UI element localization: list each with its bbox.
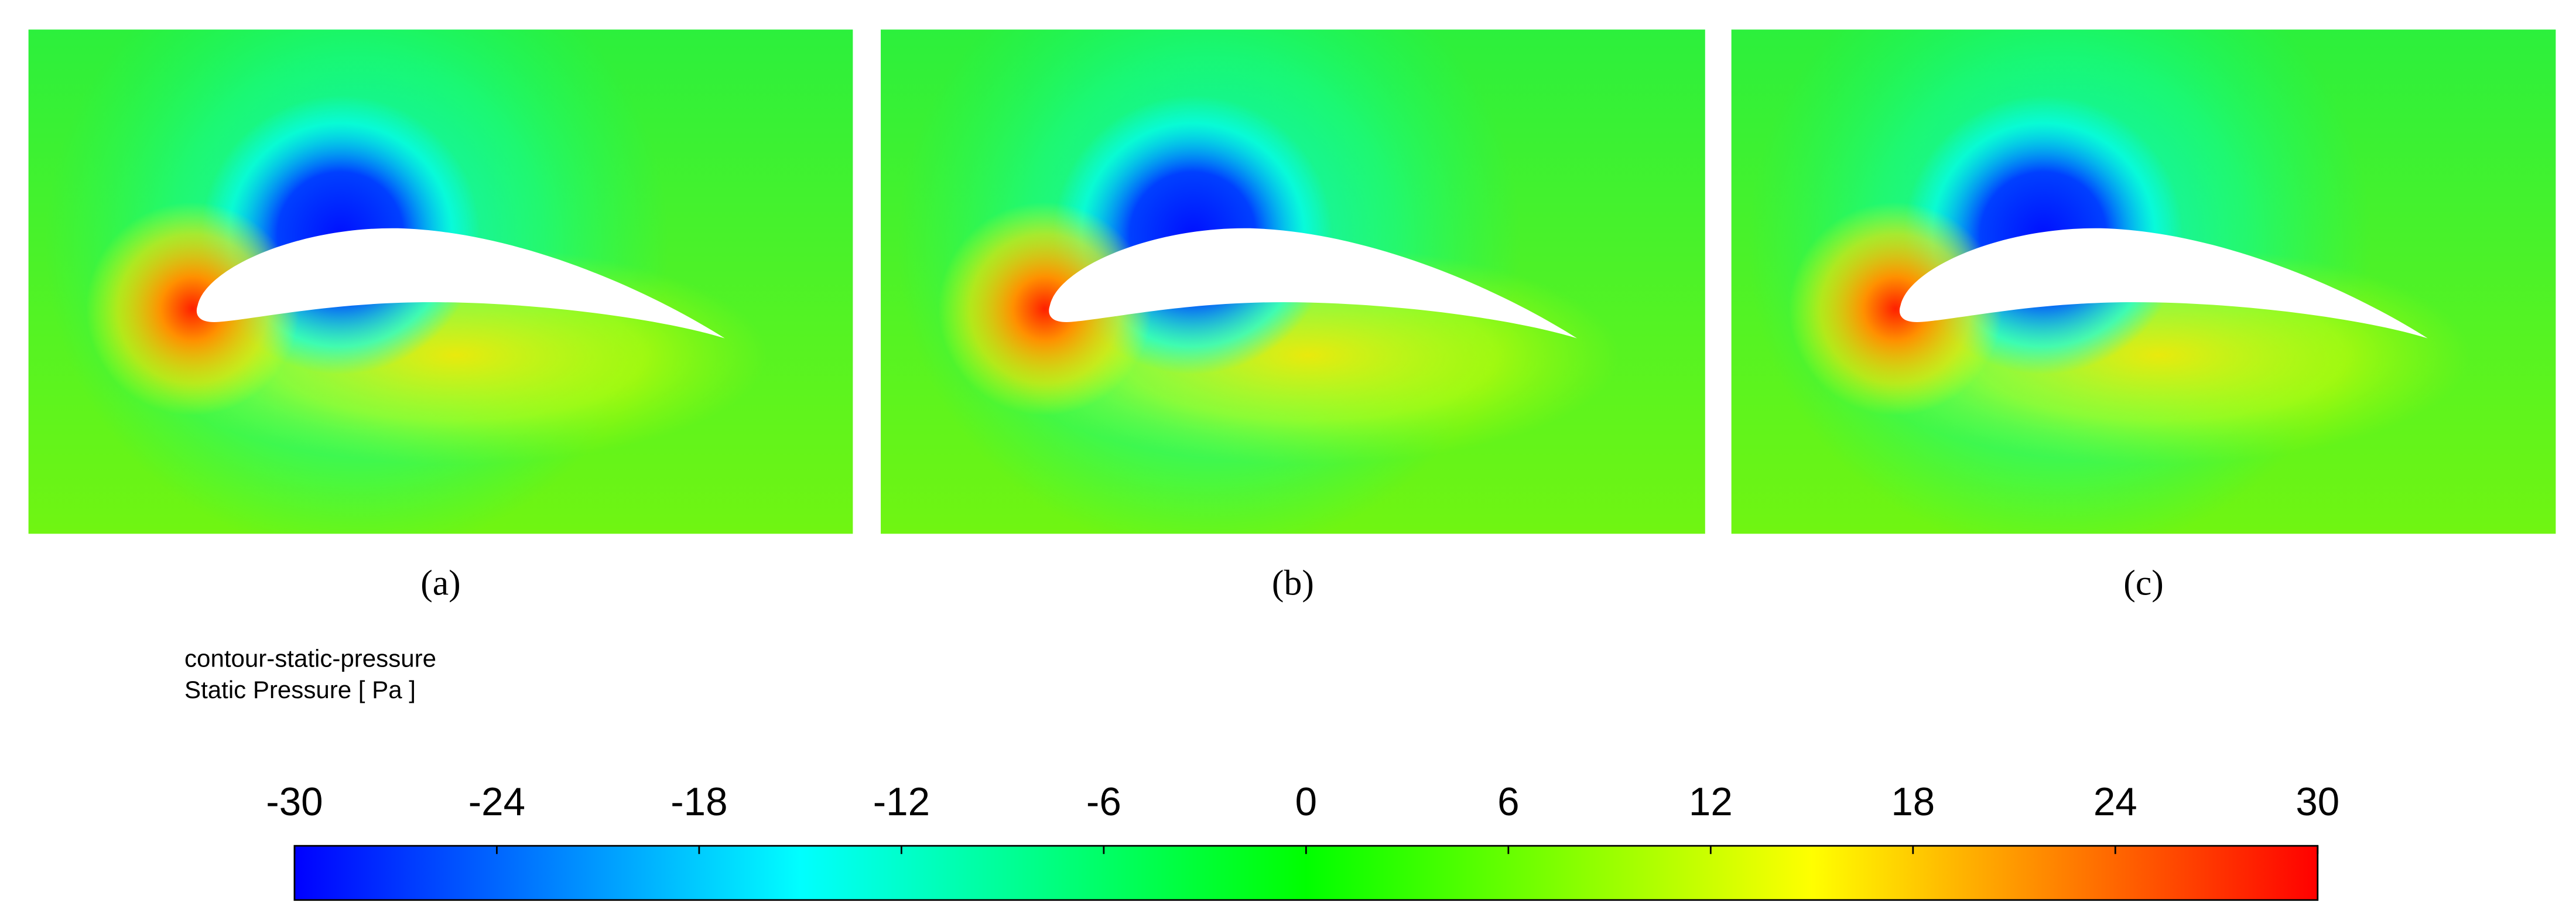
panel-label: (c) — [2123, 563, 2163, 603]
contour-plot — [28, 29, 853, 534]
tick-label: 18 — [1891, 780, 1935, 824]
tick-label: 0 — [1295, 780, 1317, 824]
tick-label: 6 — [1497, 780, 1519, 824]
colorbar-title: contour-static-pressure — [184, 645, 436, 672]
tick-label: -18 — [670, 780, 727, 824]
tick-label: 24 — [2093, 780, 2137, 824]
colorbar-scale — [293, 845, 2319, 901]
tick-label: -12 — [873, 780, 930, 824]
panel-label: (b) — [1272, 563, 1314, 603]
contour-plot — [1731, 29, 2556, 534]
colorbar: -30 -24 -18 -12 -6 0 6 12 18 24 30 — [266, 780, 2339, 901]
tick-label: 30 — [2296, 780, 2339, 824]
tick-label: -24 — [468, 780, 525, 824]
panel-label: (a) — [420, 563, 460, 603]
tick-label: -30 — [266, 780, 323, 824]
contour-panels: (a) (b) (c) — [28, 29, 2556, 603]
colorbar-label: Static Pressure [ Pa ] — [184, 676, 416, 703]
tick-label: -6 — [1086, 780, 1121, 824]
contour-plot — [881, 29, 1705, 534]
tick-label: 12 — [1689, 780, 1733, 824]
